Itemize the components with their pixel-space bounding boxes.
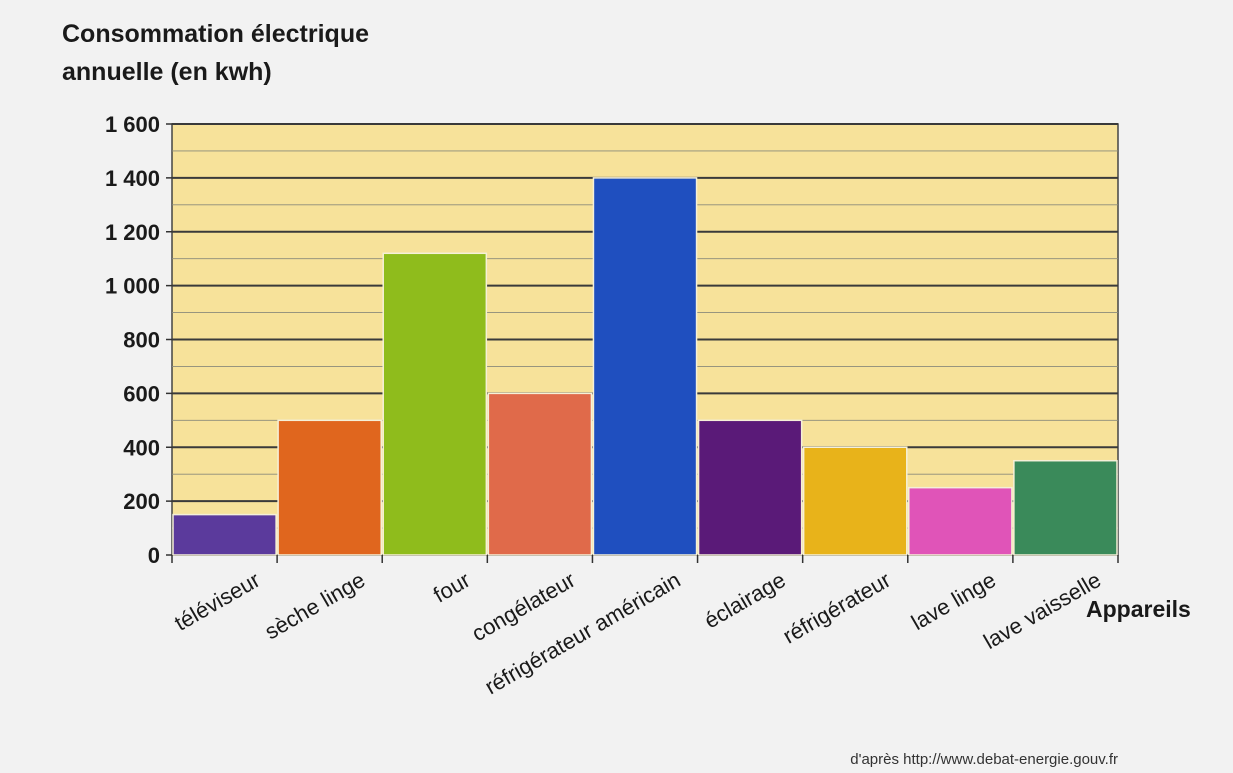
y-axis-ticks: 0 200 400 600 800 1 000 1 200 1 400 1 600 [105,112,172,568]
y-tick-label: 1 000 [105,274,160,299]
x-category-label: réfrigérateur [779,567,895,649]
y-tick-label: 600 [123,381,160,406]
y-tick-label: 1 400 [105,166,160,191]
x-category-label: téléviseur [170,567,264,636]
bar [697,419,803,556]
source-credit: d'après http://www.debat-energie.gouv.fr [850,751,1118,768]
x-axis-label: Appareils [1086,596,1191,622]
x-category-label: sèche linge [260,567,369,644]
bars [172,177,1118,556]
y-tick-label: 800 [123,328,160,353]
bar [487,392,593,556]
bar [802,446,908,556]
x-category-label: lave linge [907,567,1000,635]
y-tick-label: 1 600 [105,112,160,137]
x-category-label: éclairage [700,567,790,633]
y-tick-label: 0 [148,543,160,568]
y-tick-label: 200 [123,489,160,514]
y-axis-label-line-1: Consommation électrique [62,20,369,48]
bar [1013,459,1118,556]
bar [172,513,277,556]
y-axis-label-line-2: annuelle (en kwh) [62,58,272,86]
bar [382,252,488,556]
y-tick-label: 400 [123,435,160,460]
bar [908,486,1013,556]
y-tick-label: 1 200 [105,220,160,245]
x-category-label: réfrigérateur américain [480,567,684,699]
x-category-label: four [429,567,474,608]
bar [592,177,698,556]
bar [277,419,382,556]
